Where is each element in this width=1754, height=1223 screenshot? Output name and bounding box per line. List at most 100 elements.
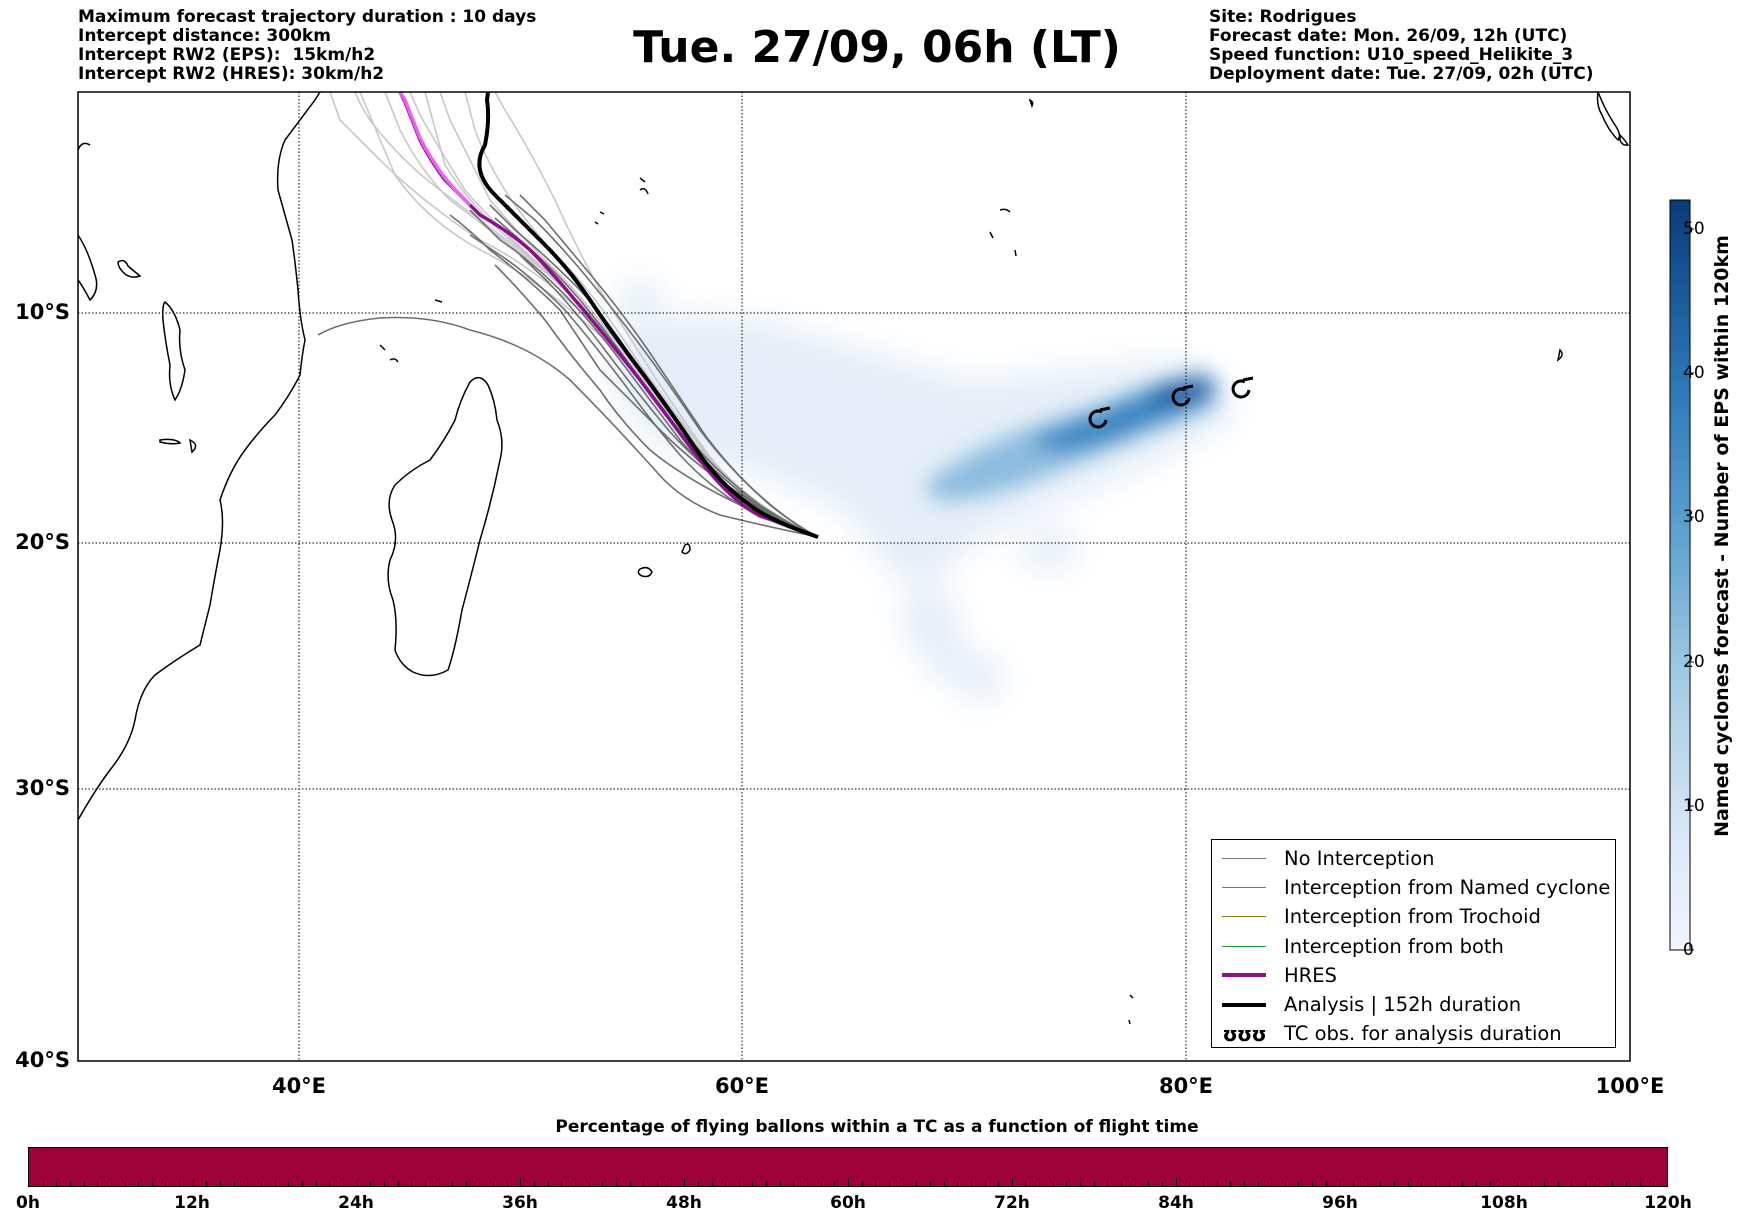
tc-symbol-icon: ʊʊʊ (1222, 1021, 1266, 1046)
flight-time-minor-tick (943, 1182, 945, 1186)
flight-time-minor-tick (725, 1182, 727, 1186)
flight-time-minor-tick (56, 1182, 58, 1186)
flight-time-minor-tick (1025, 1182, 1027, 1186)
flight-time-minor-tick (1093, 1182, 1095, 1186)
flight-time-minor-tick (834, 1182, 836, 1186)
flight-time-minor-tick (984, 1182, 986, 1186)
flight-time-minor-tick (247, 1182, 249, 1186)
legend-label: Interception from both (1284, 934, 1504, 958)
flight-time-minor-tick (261, 1182, 263, 1186)
flight-time-tick: 24h (338, 1193, 374, 1213)
legend-row-no-interception: No Interception (1212, 844, 1615, 873)
flight-time-minor-tick (848, 1178, 849, 1186)
flight-time-minor-tick (861, 1182, 863, 1186)
bottom-bar-title: Percentage of flying ballons within a TC… (555, 1117, 1199, 1137)
deployment-date: Deployment date: Tue. 27/09, 02h (UTC) (1209, 64, 1594, 84)
flight-time-minor-tick (83, 1182, 85, 1186)
flight-time-minor-tick (970, 1182, 972, 1186)
legend-row-hres: HRES (1212, 961, 1615, 990)
intercept-rw2-hres: Intercept RW2 (HRES): 30km/h2 (78, 64, 385, 84)
tc-observation-markers (1088, 376, 1254, 429)
header-left-info: Maximum forecast trajectory duration : 1… (78, 8, 536, 84)
flight-time-minor-tick (615, 1182, 617, 1186)
flight-time-minor-tick (1530, 1182, 1532, 1186)
flight-time-minor-tick (929, 1182, 931, 1186)
flight-time-minor-tick (711, 1182, 713, 1186)
flight-time-minor-tick (1407, 1182, 1409, 1186)
flight-time-minor-tick (138, 1182, 140, 1186)
legend-row-analysis: Analysis | 152h duration (1212, 990, 1615, 1019)
gridlines (78, 92, 1630, 1061)
legend-label: No Interception (1284, 847, 1435, 871)
lat-label-10s: 10°S (15, 300, 70, 324)
flight-time-minor-tick (233, 1182, 235, 1186)
flight-time-minor-tick (69, 1182, 71, 1186)
intercept-rw2-eps: Intercept RW2 (EPS): 15km/h2 (78, 45, 376, 65)
colorbar-tick: 20 (1683, 652, 1705, 672)
lat-label-30s: 30°S (15, 776, 70, 800)
flight-time-minor-tick (124, 1182, 126, 1186)
flight-time-minor-tick (1626, 1182, 1628, 1186)
flight-time-minor-tick (1653, 1182, 1655, 1186)
flight-time-minor-tick (1161, 1182, 1163, 1186)
flight-time-minor-tick (1039, 1182, 1041, 1186)
flight-time-minor-tick (916, 1182, 918, 1186)
flight-time-minor-tick (1080, 1182, 1082, 1186)
forecast-date: Forecast date: Mon. 26/09, 12h (UTC) (1209, 26, 1568, 46)
flight-time-minor-tick (1107, 1182, 1109, 1186)
flight-time-minor-tick (1175, 1178, 1177, 1186)
flight-time-minor-tick (1571, 1182, 1573, 1186)
flight-time-minor-tick (1230, 1182, 1232, 1186)
legend-label: Interception from Named cyclone (1284, 876, 1611, 900)
flight-time-minor-tick (288, 1182, 290, 1186)
flight-time-tick: 84h (1158, 1193, 1194, 1213)
flight-time-minor-tick (1585, 1182, 1587, 1186)
flight-time-minor-tick (1557, 1182, 1559, 1186)
flight-time-minor-tick (1366, 1182, 1368, 1186)
flight-time-minor-tick (479, 1182, 481, 1186)
flight-time-minor-tick (1011, 1178, 1013, 1186)
flight-time-minor-tick (220, 1182, 222, 1186)
site-name: Site: Rodrigues (1209, 7, 1357, 27)
flight-time-minor-tick (1148, 1182, 1150, 1186)
flight-time-minor-tick (561, 1182, 563, 1186)
flight-time-minor-tick (383, 1182, 385, 1186)
flight-time-tick: 36h (502, 1193, 538, 1213)
flight-time-minor-tick (684, 1178, 686, 1186)
header-right-info: Site: Rodrigues Forecast date: Mon. 26/0… (1209, 8, 1594, 84)
flight-time-minor-tick (424, 1182, 426, 1186)
flight-time-minor-tick (1312, 1182, 1314, 1186)
flight-time-tick: 0h (16, 1193, 40, 1213)
flight-time-minor-tick (397, 1182, 399, 1186)
colorbar-tick: 30 (1683, 507, 1705, 527)
speed-function: Speed function: U10_speed_Helikite_3 (1209, 45, 1574, 65)
flight-time-minor-tick (1612, 1182, 1614, 1186)
legend-row-both: Interception from both (1212, 932, 1615, 961)
flight-time-minor-tick (465, 1182, 467, 1186)
flight-time-tick: 72h (994, 1193, 1030, 1213)
flight-time-minor-tick (1516, 1182, 1518, 1186)
flight-time-minor-tick (547, 1182, 549, 1186)
lon-label-100e: 100°E (1595, 1074, 1665, 1098)
flight-time-minor-tick (1462, 1182, 1464, 1186)
lon-label-80e: 80°E (1158, 1074, 1214, 1098)
flight-time-minor-tick (274, 1182, 276, 1186)
flight-time-minor-tick (1380, 1182, 1382, 1186)
flight-time-minor-tick (534, 1182, 536, 1186)
flight-time-minor-tick (1271, 1182, 1273, 1186)
flight-time-minor-tick (493, 1182, 495, 1186)
flight-time-minor-tick (1325, 1182, 1327, 1186)
flight-time-minor-tick (697, 1182, 699, 1186)
flight-time-minor-tick (42, 1182, 44, 1186)
flight-time-minor-tick (438, 1182, 440, 1186)
flight-time-minor-tick (656, 1182, 658, 1186)
flight-time-minor-tick (506, 1182, 508, 1186)
flight-time-minor-tick (1353, 1182, 1355, 1186)
flight-time-minor-tick (1284, 1182, 1286, 1186)
colorbar-tick: 0 (1683, 940, 1694, 960)
legend-label: Analysis | 152h duration (1284, 993, 1522, 1017)
flight-time-minor-tick (1202, 1182, 1204, 1186)
legend-label: Interception from Trochoid (1284, 905, 1541, 929)
flight-time-minor-tick (520, 1178, 522, 1186)
